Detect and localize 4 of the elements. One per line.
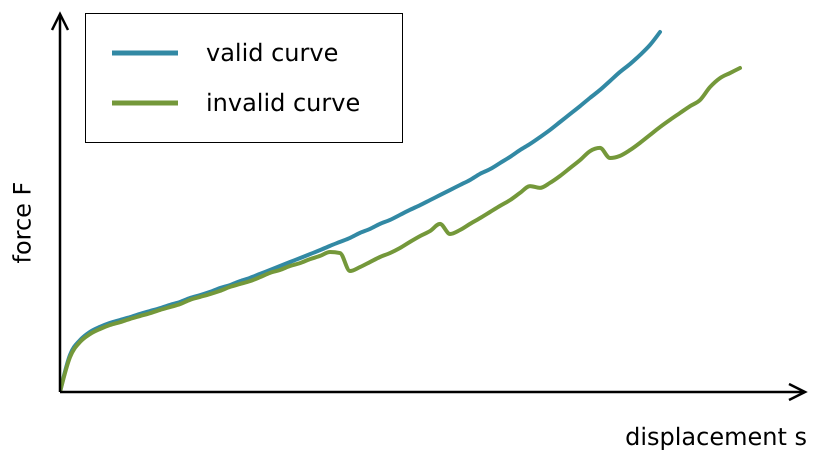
legend-label: invalid curve — [206, 89, 360, 117]
y-axis-title: force F — [8, 182, 37, 264]
legend-label: valid curve — [206, 39, 338, 67]
x-axis-title: displacement s — [625, 423, 807, 451]
